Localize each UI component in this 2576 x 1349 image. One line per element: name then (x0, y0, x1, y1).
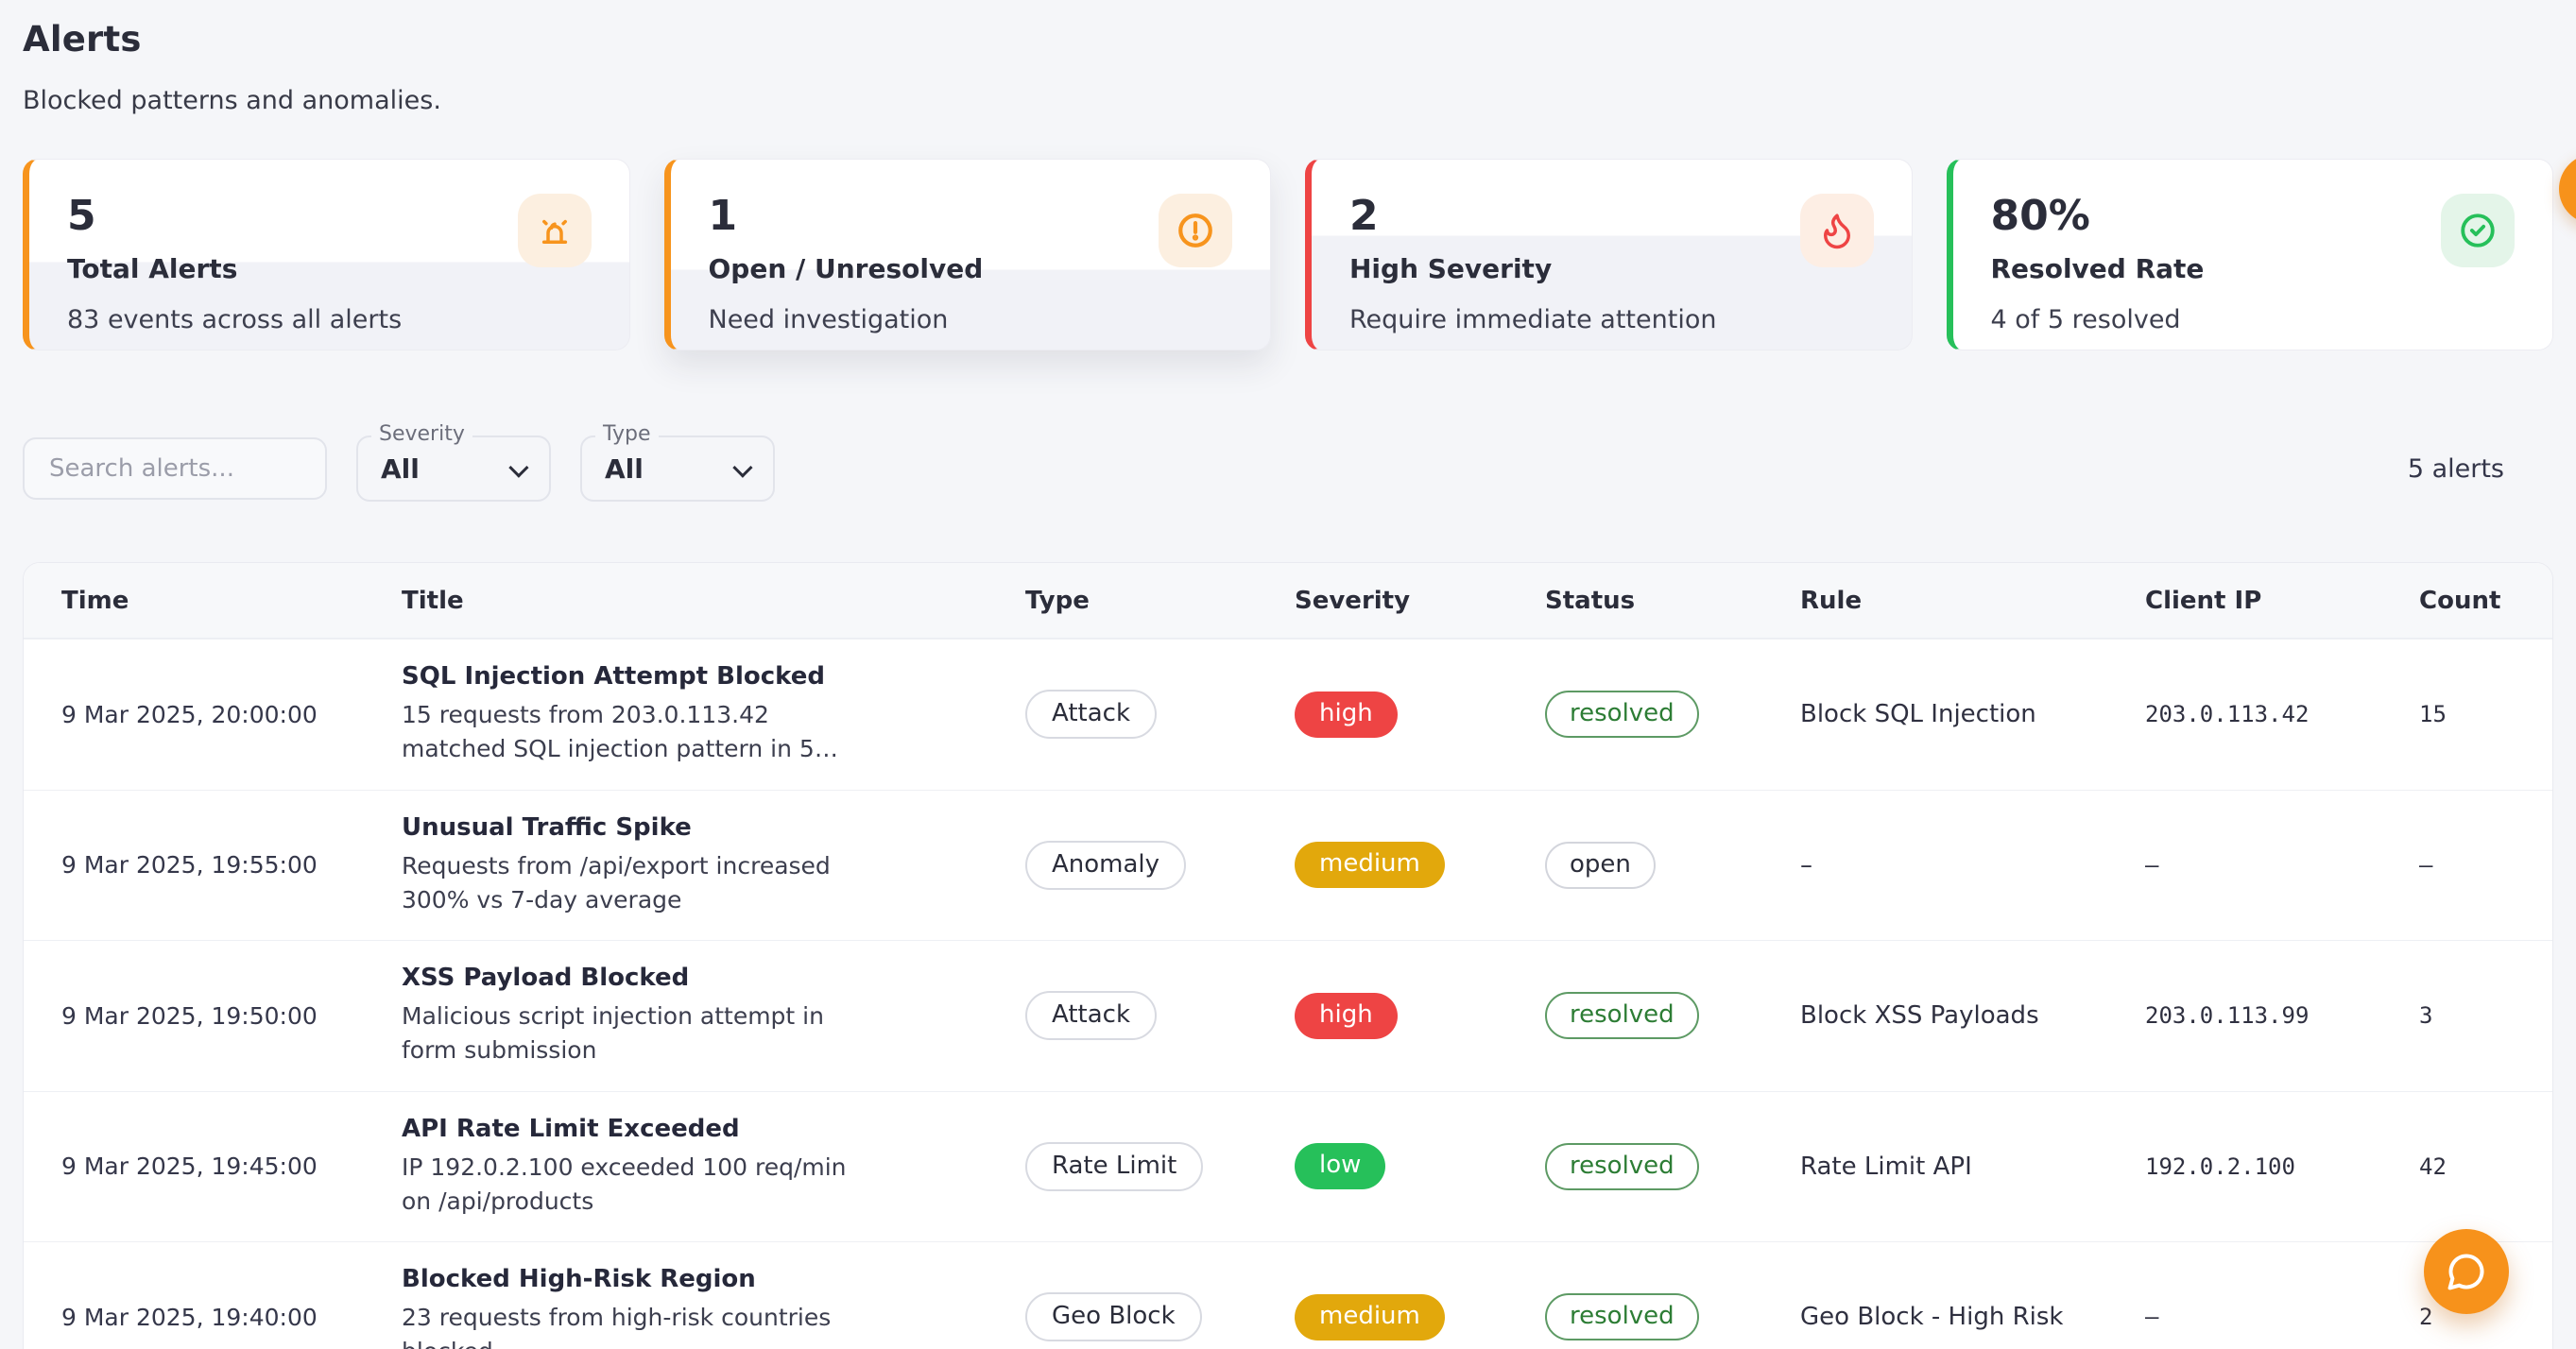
table-row[interactable]: 9 Mar 2025, 19:45:00 API Rate Limit Exce… (24, 1090, 2552, 1242)
alert-title: XSS Payload Blocked (402, 964, 690, 992)
client-ip: – (2145, 1304, 2159, 1331)
type-badge: Anomaly (1025, 840, 1187, 890)
alert-description: IP 192.0.2.100 exceeded 100 req/min on /… (402, 1153, 847, 1215)
column-header-status: Status (1545, 586, 1636, 615)
chevron-down-icon (508, 457, 529, 478)
flame-icon (1799, 194, 1874, 267)
stat-label: High Severity (1349, 253, 1553, 284)
status-badge: resolved (1545, 691, 1699, 739)
event-count: 2 (2419, 1304, 2433, 1331)
severity-badge: high (1295, 691, 1398, 738)
alert-title: Blocked High-Risk Region (402, 1265, 756, 1293)
table-row[interactable]: 9 Mar 2025, 19:40:00 Blocked High-Risk R… (24, 1241, 2552, 1349)
stat-description: Need investigation (708, 305, 949, 334)
alert-time: 9 Mar 2025, 20:00:00 (61, 700, 318, 728)
type-select[interactable]: Type All (580, 422, 775, 502)
column-header-severity: Severity (1295, 586, 1411, 615)
page-subtitle: Blocked patterns and anomalies. (23, 86, 441, 115)
stat-label: Total Alerts (67, 253, 238, 284)
severity-badge: low (1295, 1143, 1386, 1190)
column-header-type: Type (1025, 586, 1090, 615)
check-circle-icon (2441, 194, 2515, 267)
stat-label: Open / Unresolved (708, 253, 984, 284)
stat-value: 2 (1349, 192, 1379, 240)
search-input[interactable] (23, 437, 327, 500)
rule-name: – (1800, 850, 1812, 879)
stat-cards: 5 Total Alerts 83 events across all aler… (23, 159, 2553, 350)
severity-select[interactable]: Severity All (356, 422, 551, 502)
event-count: 42 (2419, 1153, 2447, 1180)
status-badge: resolved (1545, 1293, 1699, 1341)
column-header-title: Title (402, 586, 464, 615)
alert-description: Requests from /api/export increased 300%… (402, 851, 831, 914)
stat-value: 5 (67, 192, 96, 240)
alert-time: 9 Mar 2025, 19:40:00 (61, 1303, 318, 1331)
severity-badge: high (1295, 992, 1398, 1039)
severity-select-label: Severity (371, 422, 472, 446)
column-header-rule: Rule (1800, 586, 1863, 615)
status-badge: resolved (1545, 1142, 1699, 1190)
edge-notification-bubble[interactable] (2559, 154, 2576, 224)
alert-title: Unusual Traffic Spike (402, 812, 692, 842)
stat-card-open-unresolved: 1 Open / Unresolved Need investigation (663, 159, 1271, 350)
event-count: 15 (2419, 701, 2447, 728)
event-count: 3 (2419, 1002, 2433, 1030)
rule-name: Rate Limit API (1800, 1152, 1972, 1181)
stat-value: 80% (1990, 192, 2090, 240)
client-ip: – (2145, 851, 2159, 879)
stat-description: 4 of 5 resolved (1990, 305, 2181, 334)
type-select-value: All (605, 453, 644, 485)
type-badge: Attack (1025, 991, 1158, 1041)
column-header-count: Count (2419, 586, 2501, 615)
filter-bar: Severity All Type All 5 alerts (23, 422, 2553, 507)
type-select-label: Type (595, 422, 659, 446)
alert-description: 15 requests from 203.0.113.42 matched SQ… (402, 701, 838, 763)
stat-value: 1 (708, 192, 738, 240)
rule-name: Block SQL Injection (1800, 700, 2036, 729)
rule-name: Geo Block - High Risk (1800, 1303, 2064, 1332)
type-badge: Geo Block (1025, 1292, 1202, 1342)
stat-label: Resolved Rate (1990, 253, 2205, 284)
table-row[interactable]: 9 Mar 2025, 19:50:00 XSS Payload Blocked… (24, 940, 2552, 1091)
siren-icon (517, 194, 592, 267)
alert-time: 9 Mar 2025, 19:50:00 (61, 1001, 318, 1030)
alert-circle-icon (1159, 194, 1232, 267)
type-badge: Attack (1025, 690, 1158, 740)
client-ip: 203.0.113.42 (2145, 701, 2310, 728)
severity-select-value: All (381, 453, 420, 485)
stat-description: 83 events across all alerts (67, 305, 403, 334)
stat-description: Require immediate attention (1349, 305, 1717, 334)
severity-badge: medium (1295, 1293, 1445, 1340)
table-row[interactable]: 9 Mar 2025, 20:00:00 SQL Injection Attem… (24, 639, 2552, 790)
alerts-table: Time Title Type Severity Status Rule Cli… (23, 562, 2553, 1349)
stat-card-resolved-rate: 80% Resolved Rate 4 of 5 resolved (1946, 159, 2553, 350)
alert-time: 9 Mar 2025, 19:45:00 (61, 1153, 318, 1181)
rule-name: Block XSS Payloads (1800, 1001, 2039, 1031)
client-ip: 192.0.2.100 (2145, 1153, 2295, 1180)
alert-time: 9 Mar 2025, 19:55:00 (61, 851, 318, 879)
alert-title: API Rate Limit Exceeded (402, 1114, 740, 1143)
chat-fab-button[interactable] (2424, 1229, 2509, 1314)
stat-card-total-alerts: 5 Total Alerts 83 events across all aler… (23, 159, 630, 350)
client-ip: 203.0.113.99 (2145, 1002, 2310, 1030)
stat-card-high-severity: 2 High Severity Require immediate attent… (1305, 159, 1913, 350)
status-badge: open (1545, 841, 1656, 889)
alert-description: Malicious script injection attempt in fo… (402, 1002, 824, 1065)
alert-description: 23 requests from high-risk countries blo… (402, 1304, 832, 1349)
page-title: Alerts (23, 19, 142, 60)
event-count: – (2419, 851, 2433, 879)
chevron-down-icon (732, 457, 753, 478)
table-header-row: Time Title Type Severity Status Rule Cli… (24, 563, 2552, 639)
type-badge: Rate Limit (1025, 1141, 1204, 1191)
alerts-count: 5 alerts (2407, 453, 2504, 484)
column-header-time: Time (61, 586, 129, 615)
column-header-client-ip: Client IP (2145, 586, 2262, 615)
status-badge: resolved (1545, 992, 1699, 1040)
table-row[interactable]: 9 Mar 2025, 19:55:00 Unusual Traffic Spi… (24, 789, 2552, 941)
alert-title: SQL Injection Attempt Blocked (402, 662, 825, 691)
chat-bubble-icon (2446, 1251, 2487, 1292)
severity-badge: medium (1295, 842, 1445, 889)
